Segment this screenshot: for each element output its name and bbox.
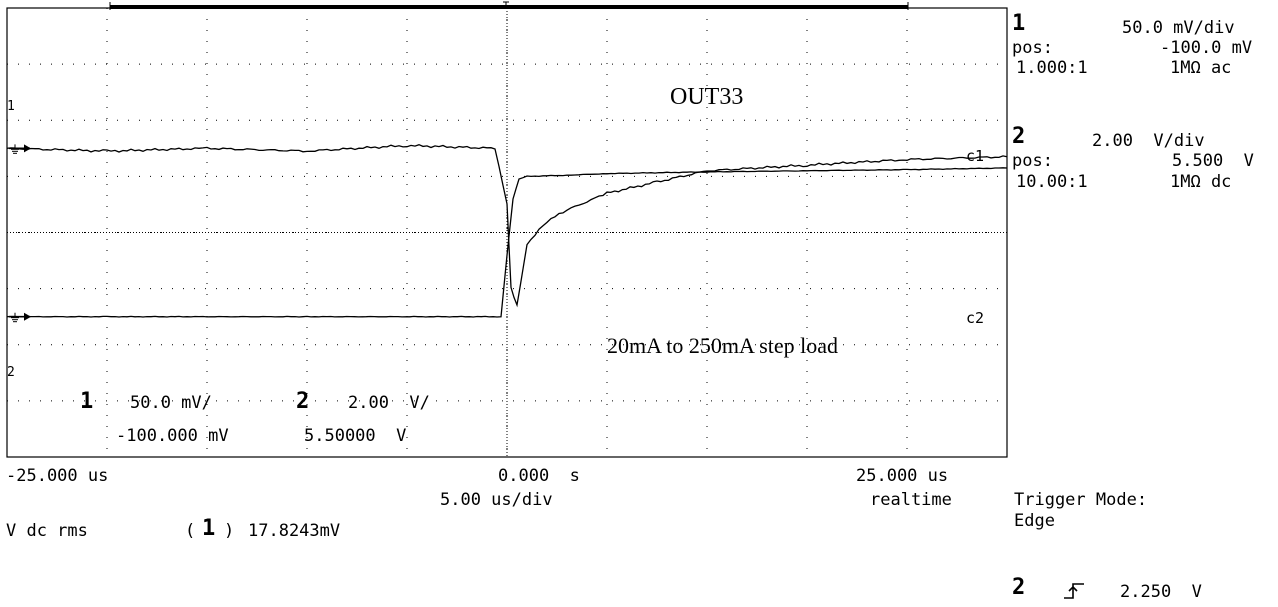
ch1-scale: 50.0 mV/div [1122, 18, 1235, 38]
readout-ch2-offset: 5.50000 V [304, 426, 407, 446]
ch1-pos-label: pos: [1012, 38, 1053, 58]
trigger-mode-label: Trigger Mode: [1014, 490, 1148, 510]
x-label-right: 25.000 us [856, 466, 949, 486]
readout-ch1-scale: 50.0 mV/ [130, 393, 212, 413]
measurement-paren-open: ( [185, 521, 196, 541]
ch2-num: 2 [1012, 124, 1026, 149]
measurement-channel: 1 [202, 516, 216, 541]
readout-ch2-num: 2 [296, 389, 310, 414]
x-label-left: -25.000 us [6, 466, 109, 486]
rising-edge-icon [1064, 583, 1084, 599]
graticule [6, 1, 1008, 458]
marker-arrow [24, 144, 31, 153]
ch2-ground-icon [9, 312, 31, 323]
readout-ch1-offset: -100.000 mV [116, 426, 229, 446]
trace-label-c1: c1 [966, 147, 985, 165]
trigger-level: 2.250 V [1120, 582, 1202, 602]
trace-label-c2: c2 [966, 309, 985, 327]
annotation-step-load: 20mA to 250mA step load [607, 333, 838, 358]
ch1-coupling: 1MΩ ac [1170, 58, 1232, 78]
marker-arrow [24, 312, 31, 321]
annotation-out33: OUT33 [670, 84, 744, 110]
ch1-num: 1 [1012, 11, 1026, 36]
trigger-mode: Edge [1014, 511, 1055, 531]
ch1-pos: -100.0 mV [1160, 38, 1253, 58]
trace-c2 [6, 167, 1008, 318]
ch2-scale: 2.00 V/div [1092, 131, 1205, 151]
measurement-paren-close: ) [224, 521, 235, 541]
marks [9, 144, 31, 323]
ch1-ground-icon [9, 144, 31, 154]
measurement-value: 17.8243mV [248, 521, 341, 541]
trigger-source: 2 [1012, 575, 1026, 600]
readout-ch2-scale: 2.00 V/ [348, 393, 430, 413]
ch2-coupling: 1MΩ dc [1170, 172, 1232, 192]
readout-ch1-num: 1 [80, 389, 94, 414]
ch2-probe: 10.00:1 [1016, 172, 1088, 192]
x-label-center: 0.000 s [498, 466, 580, 486]
ch1-marker-label: 1 [7, 99, 15, 114]
ch1-probe: 1.000:1 [1016, 58, 1088, 78]
ch2-marker-label: 2 [7, 365, 15, 380]
ch2-pos: 5.500 V [1172, 151, 1254, 171]
measurement-label: V dc rms [6, 521, 88, 541]
trigger-position-marker [503, 1, 509, 8]
trace-c1 [6, 144, 1008, 308]
traces [6, 144, 1008, 318]
acquisition-mode: realtime [870, 490, 952, 510]
timebase: 5.00 us/div [440, 490, 553, 510]
ch2-pos-label: pos: [1012, 151, 1053, 171]
